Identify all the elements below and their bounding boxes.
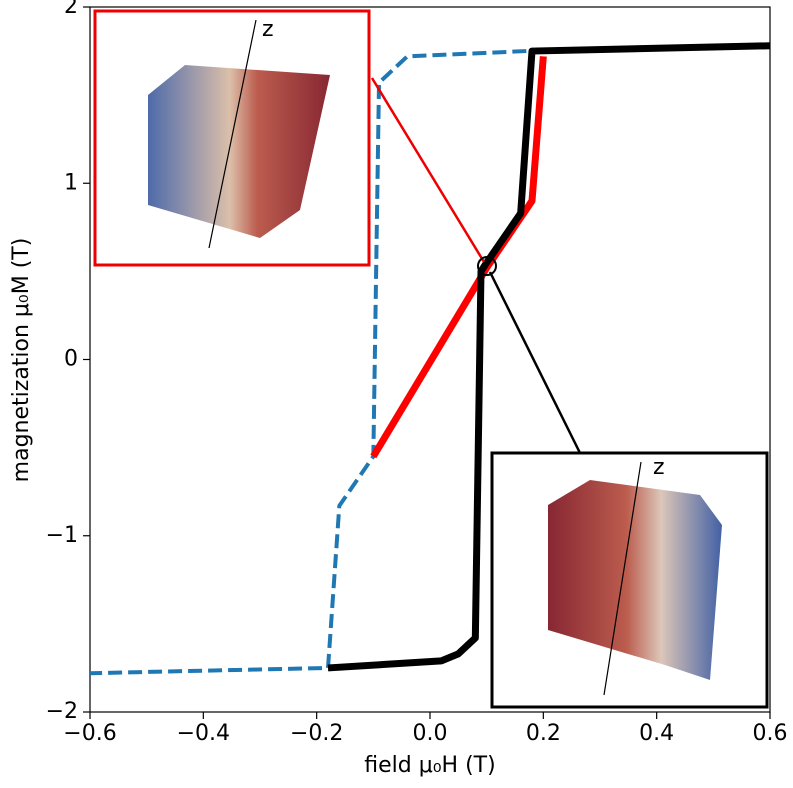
y-tick-label: 0 [64,347,78,372]
y-tick-label: 1 [64,170,78,195]
x-tick-label: 0.0 [413,721,448,746]
x-tick-label: −0.4 [177,721,230,746]
x-tick-label: −0.6 [63,721,116,746]
inset-label: z [653,455,665,480]
connector [370,77,486,263]
y-tick-label: 2 [64,0,78,19]
x-tick-label: 0.4 [639,721,674,746]
line-series [370,56,547,459]
inset-label: z [262,17,274,42]
x-tick-label: −0.2 [290,721,343,746]
y-tick-label: −2 [46,699,78,724]
x-tick-label: 0.6 [753,721,788,746]
inset-black: z [477,256,769,709]
y-axis-label: magnetization μ₀M (T) [9,238,34,483]
inset-red: z [93,9,486,267]
zoom-circle [477,256,497,276]
z-arrow [208,19,257,249]
x-tick-label: 0.2 [526,721,561,746]
magnet-image [548,480,722,680]
x-axis-label: field μ₀H (T) [364,753,495,778]
z-arrow [603,461,642,696]
y-tick-label: −1 [46,523,78,548]
connector [488,271,582,454]
magnet-image [148,65,330,238]
